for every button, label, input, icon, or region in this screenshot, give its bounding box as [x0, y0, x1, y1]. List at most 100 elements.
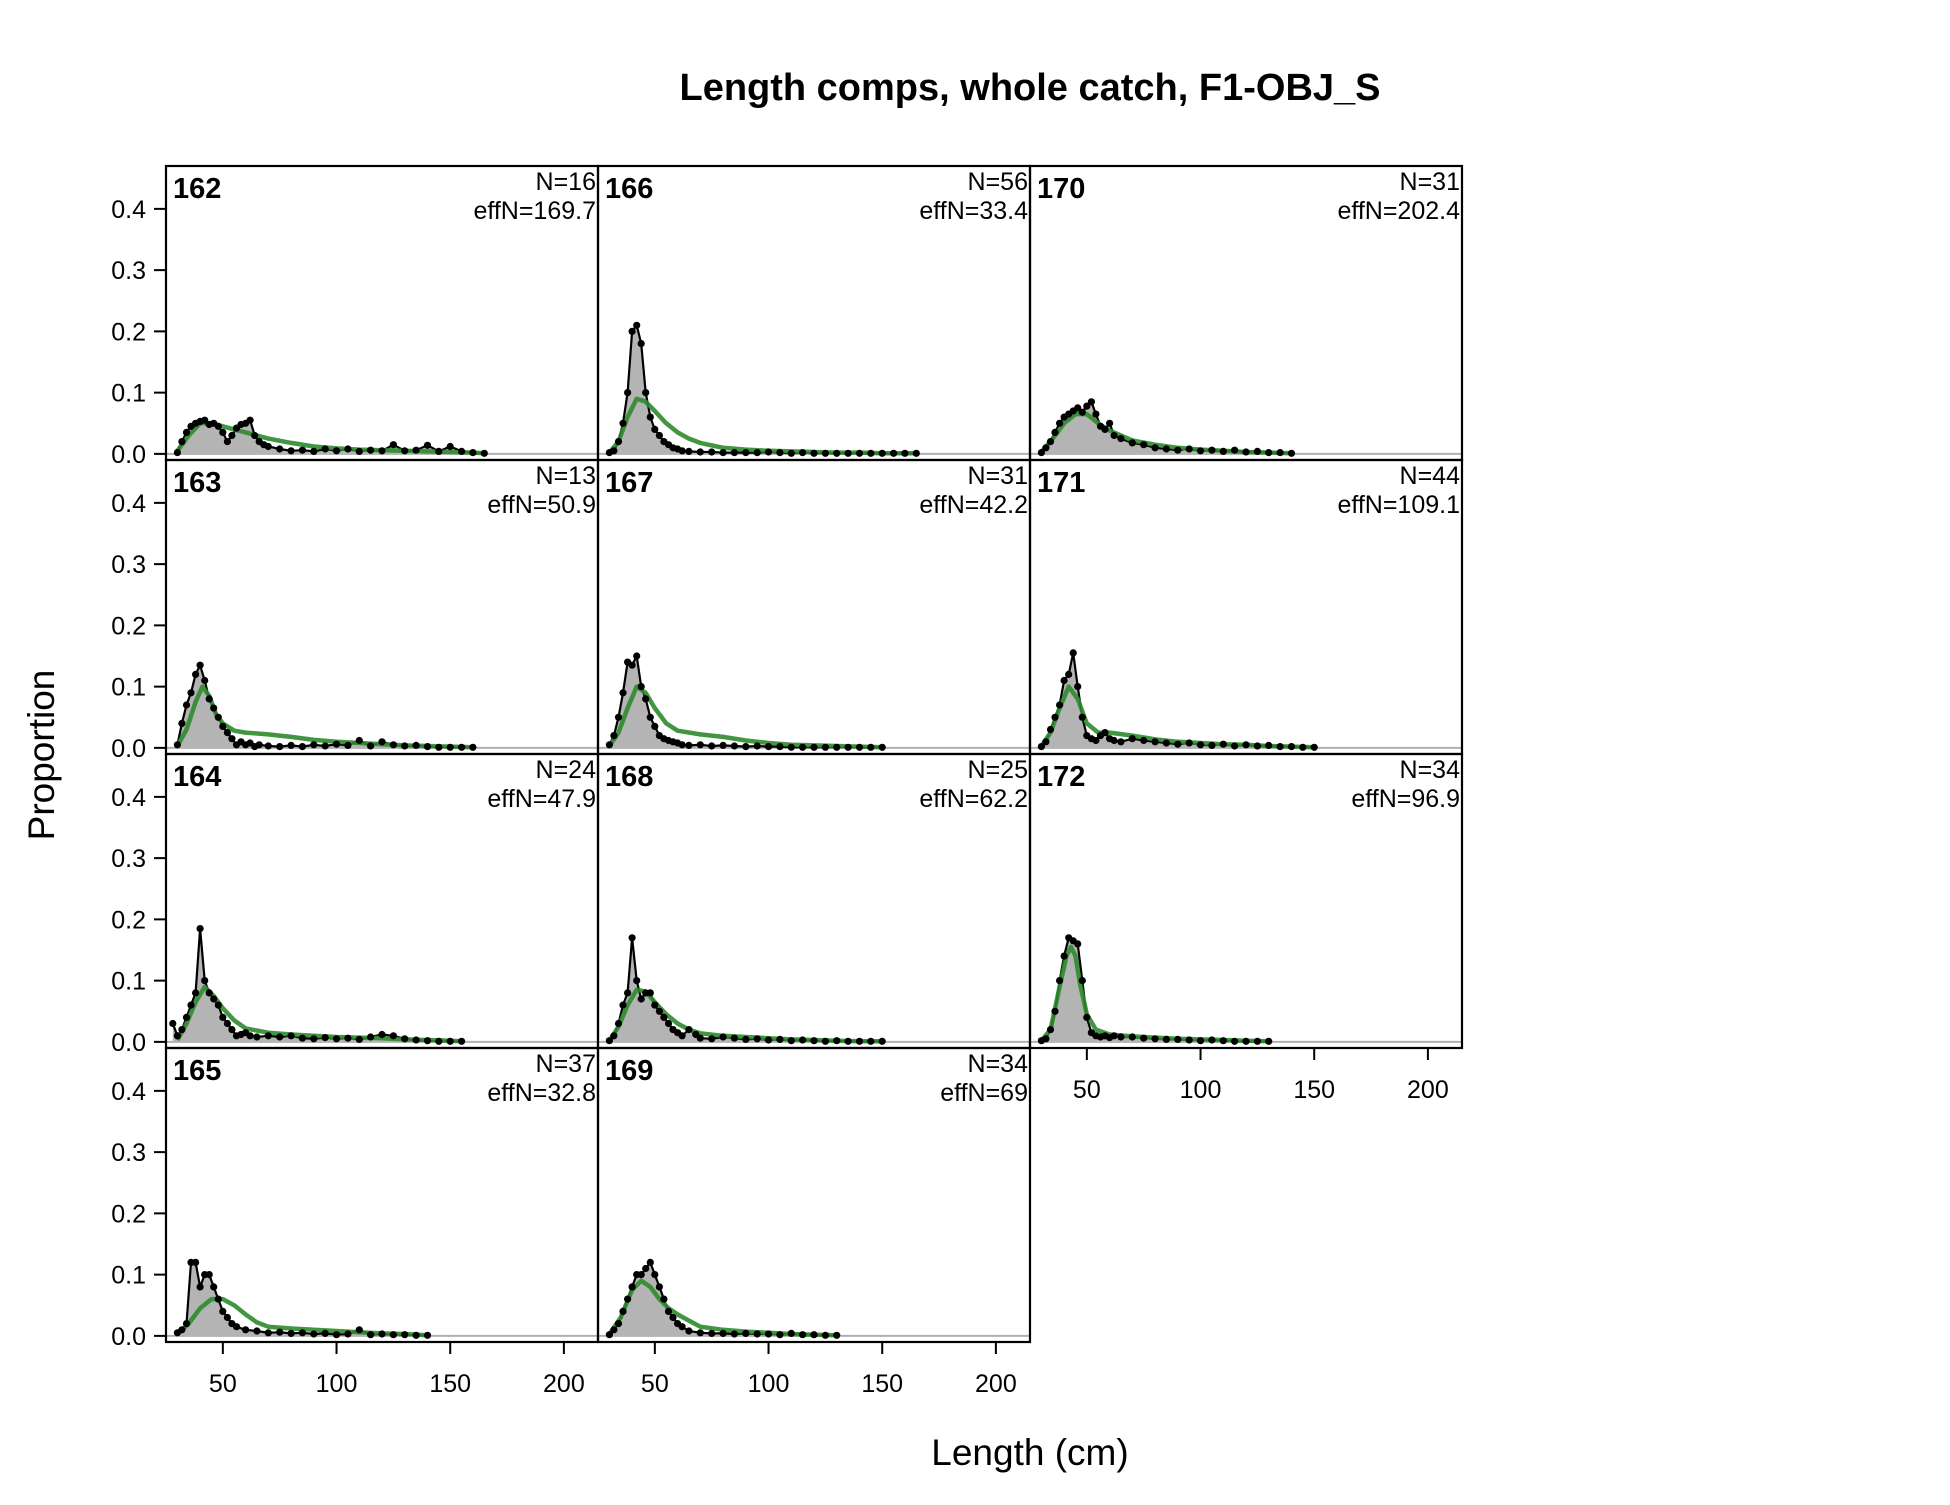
x-axis-title: Length (cm) [931, 1432, 1128, 1473]
panel-id-label: 165 [173, 1055, 221, 1087]
observed-point [844, 449, 852, 457]
observed-point [1128, 439, 1136, 447]
y-tick-label: 0.2 [111, 906, 146, 934]
observed-point [821, 1037, 830, 1045]
observed-point [610, 1326, 618, 1334]
observed-point [1151, 444, 1159, 452]
observed-point [810, 1037, 818, 1045]
observed-point [1174, 740, 1182, 748]
observed-point [764, 1036, 773, 1044]
observed-point [344, 1330, 352, 1338]
observed-point [173, 1032, 181, 1040]
panel-effn-label: effN=32.8 [487, 1079, 596, 1107]
panel-border [596, 1046, 1032, 1344]
observed-point [219, 1013, 227, 1022]
panel-effn-label: effN=33.4 [919, 197, 1028, 225]
observed-point [355, 736, 363, 745]
y-tick-label: 0.4 [111, 784, 146, 812]
observed-point [276, 743, 284, 751]
observed-point [1151, 1035, 1159, 1043]
panel-n-label: N=56 [968, 168, 1028, 196]
observed-point [1299, 743, 1307, 751]
observed-point [344, 741, 352, 750]
observed-point [1042, 1035, 1050, 1043]
observed-point [1046, 438, 1055, 446]
observed-point [1219, 740, 1227, 748]
observed-point [1101, 729, 1109, 737]
y-tick-label: 0.3 [111, 845, 146, 873]
observed-point [646, 1258, 654, 1266]
observed-point [1087, 398, 1095, 406]
observed-point [228, 431, 236, 440]
observed-point [1046, 725, 1055, 734]
observed-point [624, 989, 632, 997]
observed-point [344, 1034, 352, 1042]
panel-id-label: 166 [605, 173, 653, 205]
observed-area [1041, 652, 1315, 748]
observed-point [787, 743, 795, 751]
x-tick-label: 200 [975, 1370, 1017, 1398]
observed-point [332, 1331, 341, 1339]
observed-point [1056, 977, 1064, 985]
observed-point [232, 1323, 241, 1331]
observed-point [1092, 410, 1100, 418]
observed-point [867, 449, 875, 457]
observed-point [367, 742, 375, 750]
panel-n-label: N=34 [968, 1050, 1029, 1078]
observed-point [614, 1320, 623, 1328]
observed-point [1185, 739, 1193, 747]
observed-point [205, 695, 213, 703]
observed-point [810, 449, 818, 457]
observed-point [633, 652, 641, 660]
observed-point [1219, 1037, 1227, 1045]
observed-point [251, 431, 259, 440]
observed-point [678, 447, 686, 455]
observed-point [1231, 742, 1239, 750]
observed-point [1265, 1037, 1273, 1045]
y-tick-label: 0.0 [111, 1323, 146, 1351]
observed-point [228, 735, 236, 743]
panel-n-label: N=13 [536, 462, 596, 490]
observed-point [1078, 408, 1086, 416]
y-tick-label: 0.1 [111, 674, 146, 702]
observed-point [628, 934, 636, 942]
observed-point [378, 1030, 386, 1039]
observed-point [1287, 743, 1296, 751]
observed-point [435, 743, 443, 751]
observed-point [878, 449, 886, 457]
observed-point [730, 742, 739, 750]
observed-point [833, 449, 841, 457]
observed-point [776, 743, 784, 751]
observed-point [1069, 649, 1077, 657]
observed-point [696, 1329, 704, 1337]
observed-point [1051, 428, 1059, 436]
observed-point [276, 445, 284, 453]
observed-point [1196, 447, 1205, 455]
observed-point [210, 1283, 218, 1291]
panel-n-label: N=31 [968, 462, 1028, 490]
panel-effn-label: effN=96.9 [1351, 785, 1460, 813]
observed-area [1041, 401, 1292, 454]
observed-point [685, 1327, 693, 1335]
observed-point [201, 977, 209, 985]
observed-point [298, 743, 306, 751]
observed-area [177, 420, 485, 454]
observed-point [321, 1034, 329, 1042]
observed-point [855, 1037, 864, 1045]
observed-point [1128, 735, 1136, 743]
observed-point [1083, 1013, 1091, 1022]
observed-point [173, 449, 181, 457]
observed-point [446, 1037, 454, 1045]
observed-point [187, 689, 195, 697]
chart-title: Length comps, whole catch, F1-OBJ_S [679, 67, 1380, 109]
observed-point [1174, 446, 1182, 454]
observed-point [214, 1001, 222, 1009]
observed-point [264, 742, 272, 750]
observed-point [646, 989, 654, 997]
observed-point [412, 741, 420, 750]
observed-point [1196, 741, 1205, 749]
observed-point [901, 449, 909, 457]
